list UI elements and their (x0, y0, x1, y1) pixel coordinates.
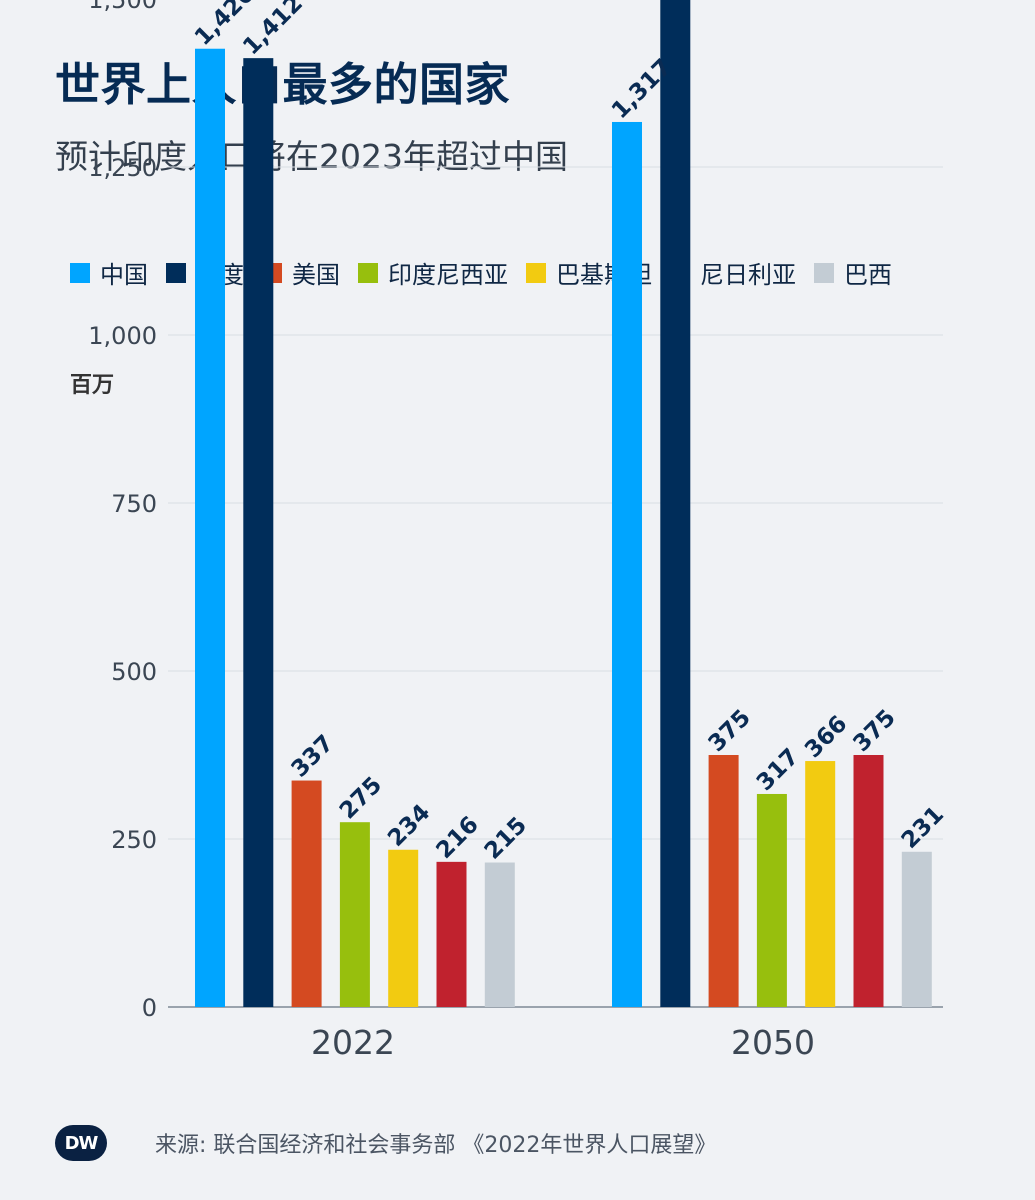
bar (901, 851, 932, 1007)
bars (195, 0, 932, 1008)
bar (388, 849, 419, 1007)
x-tick-label: 2050 (731, 1023, 815, 1062)
value-labels: 1,4261,4123372752342162151,3171,66837531… (190, 0, 949, 865)
legend-item-indonesia: 印度尼西亚 (358, 255, 508, 290)
y-tick-label: 750 (111, 490, 157, 518)
bar (243, 58, 274, 1008)
bar (756, 793, 787, 1007)
y-tick-label: 1,000 (88, 322, 157, 350)
footer: DW 来源: 联合国经济和社会事务部 《2022年世界人口展望》 (55, 1125, 716, 1161)
legend-swatch-brazil (814, 262, 834, 283)
bar (436, 861, 467, 1007)
bar (853, 755, 884, 1007)
bar (195, 48, 225, 1007)
y-tick-label: 500 (111, 658, 157, 686)
legend-label-china: 中国 (100, 261, 148, 289)
legend-swatch-indonesia (358, 262, 378, 283)
y-tick-label: 250 (111, 826, 157, 854)
bar (660, 0, 691, 1007)
bar (612, 121, 642, 1007)
y-tick-label: 1,250 (88, 154, 157, 182)
grid-lines (168, 166, 943, 840)
bar-value-label: 275 (335, 772, 387, 824)
legend-label-indonesia: 印度尼西亚 (388, 261, 508, 289)
y-tick-label: 0 (142, 994, 157, 1022)
bar-value-label: 231 (897, 802, 949, 854)
bar (484, 862, 515, 1007)
bar-value-label: 375 (848, 705, 900, 757)
bar (708, 755, 739, 1007)
legend-item-brazil: 巴西 (814, 255, 892, 290)
source-note: 来源: 联合国经济和社会事务部 《2022年世界人口展望》 (155, 1133, 717, 1158)
bar (291, 780, 322, 1007)
legend-label-usa: 美国 (292, 261, 340, 289)
legend-swatch-china (70, 262, 90, 283)
chart-subtitle: 预计印度人口将在2023年超过中国 (55, 137, 568, 176)
chart-title: 世界上人口最多的国家 (55, 58, 511, 111)
bar-value-label: 366 (800, 711, 852, 763)
legend-item-china: 中国 (70, 255, 148, 290)
bar-value-label: 216 (431, 812, 483, 864)
bar (805, 761, 836, 1007)
legend-swatch-india (166, 262, 186, 283)
bar-value-label: 317 (752, 744, 804, 796)
y-tick-label: 1,500 (88, 0, 157, 14)
bar-value-label: 337 (287, 730, 339, 782)
legend-swatch-pakistan (526, 262, 546, 283)
bar-value-label: 215 (480, 812, 532, 864)
axes: 0 250 500 750 1,000 1,250 1,500 2022 2050 (88, 0, 943, 1062)
bar (339, 822, 370, 1007)
bar-value-label: 375 (704, 705, 756, 757)
legend-label-brazil: 巴西 (844, 261, 892, 289)
bar-value-label: 234 (383, 800, 435, 852)
legend-label-nigeria: 尼日利亚 (700, 261, 796, 289)
x-tick-label: 2022 (311, 1023, 395, 1062)
dw-logo: DW (55, 1125, 107, 1161)
y-axis-label: 百万 (70, 373, 114, 398)
